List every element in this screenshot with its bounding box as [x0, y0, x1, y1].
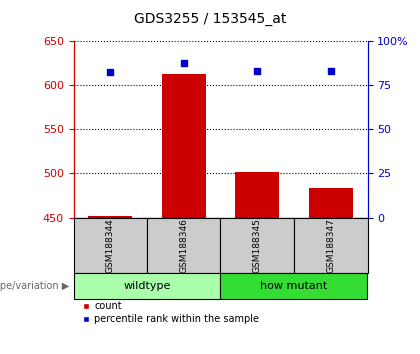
Legend: count, percentile rank within the sample: count, percentile rank within the sample [83, 302, 259, 324]
Bar [235, 172, 279, 218]
Text: wildtype: wildtype [123, 281, 171, 291]
Text: how mutant: how mutant [260, 281, 328, 291]
Text: GDS3255 / 153545_at: GDS3255 / 153545_at [134, 12, 286, 27]
Text: GSM188344: GSM188344 [106, 218, 115, 273]
Bar [309, 188, 353, 218]
Text: GSM188347: GSM188347 [326, 218, 335, 273]
Bar [162, 74, 206, 218]
Text: genotype/variation ▶: genotype/variation ▶ [0, 281, 69, 291]
Bar [88, 216, 132, 218]
Text: GSM188346: GSM188346 [179, 218, 188, 273]
Text: GSM188345: GSM188345 [253, 218, 262, 273]
